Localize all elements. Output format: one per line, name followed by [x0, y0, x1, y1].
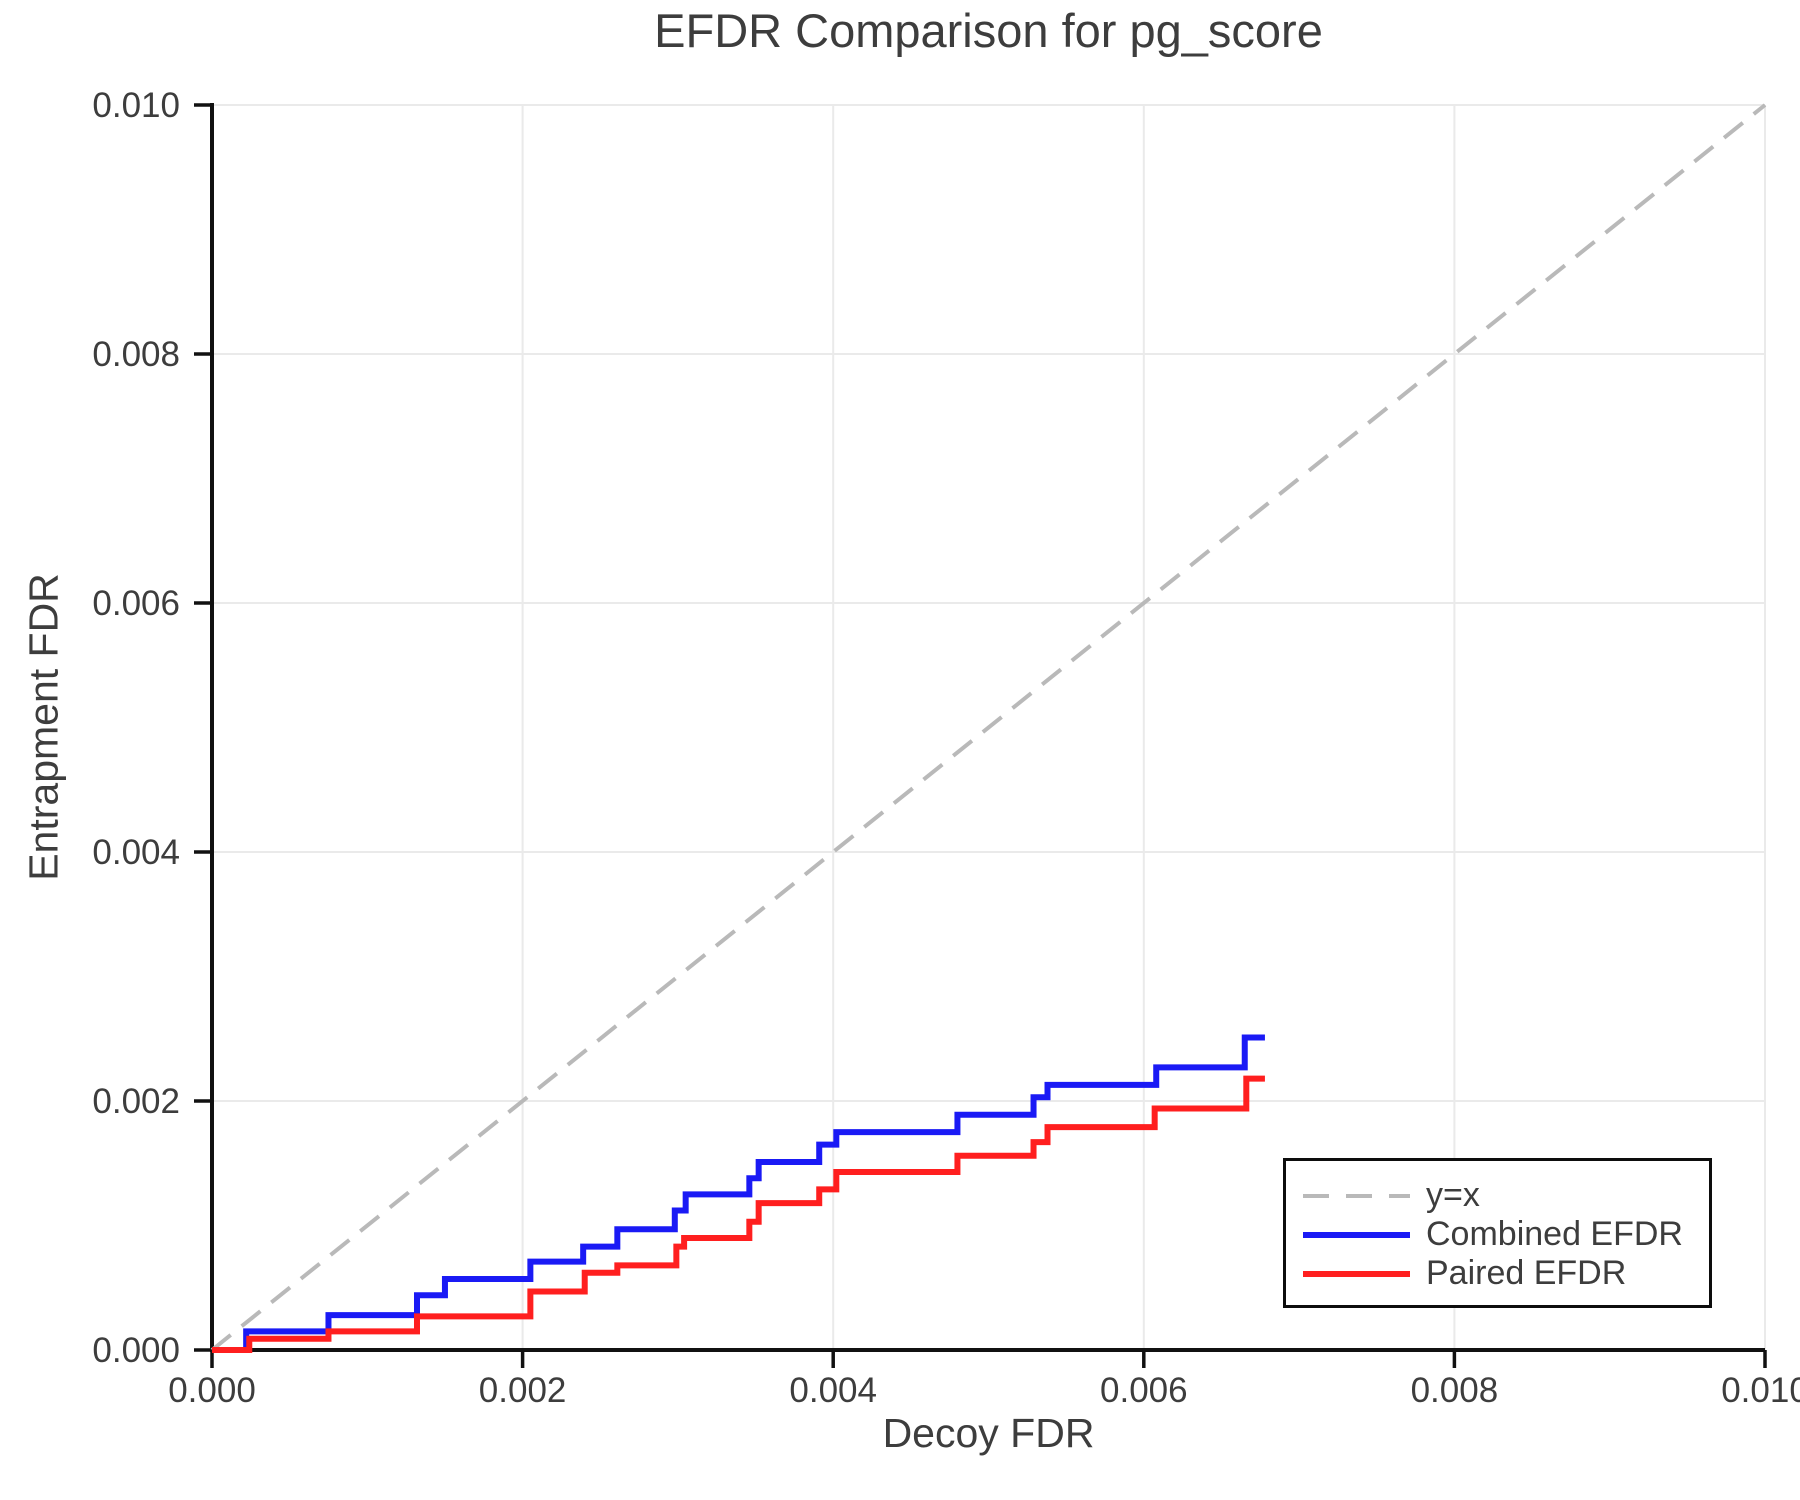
x-tick-label: 0.004	[789, 1371, 877, 1410]
axis-spines	[210, 103, 1765, 1352]
combined-efdr-swatch	[1303, 1231, 1410, 1238]
y-tick-label: 0.000	[92, 1331, 180, 1370]
chart-title: EFDR Comparison for pg_score	[654, 4, 1323, 57]
paired-efdr-line	[212, 1075, 1265, 1353]
combined-efdr-line	[212, 1034, 1265, 1353]
legend-item-identity: y=x	[1286, 1176, 1709, 1215]
legend-item-combined-efdr: Combined EFDR	[1286, 1215, 1709, 1254]
axis-ticks	[194, 103, 1767, 1368]
identity-line-swatch	[1303, 1193, 1410, 1198]
legend-item-paired-efdr: Paired EFDR	[1286, 1254, 1709, 1293]
x-tick-label: 0.010	[1721, 1371, 1800, 1410]
y-axis-label: Entrapment FDR	[20, 573, 67, 881]
legend-box: y=x Combined EFDR Paired EFDR	[1283, 1158, 1712, 1308]
identity-line	[210, 103, 1767, 1352]
y-tick-label: 0.004	[92, 833, 180, 872]
x-tick-label: 0.000	[168, 1371, 256, 1410]
y-tick-labels: 0.000 0.002 0.004 0.006 0.008 0.010	[92, 86, 180, 1370]
y-tick-label: 0.002	[92, 1082, 180, 1121]
x-tick-label: 0.006	[1100, 1371, 1188, 1410]
x-tick-label: 0.002	[479, 1371, 567, 1410]
y-tick-label: 0.006	[92, 584, 180, 623]
paired-efdr-swatch	[1303, 1270, 1410, 1277]
legend-label-identity: y=x	[1426, 1176, 1480, 1214]
x-tick-labels: 0.000 0.002 0.004 0.006 0.008 0.010	[168, 1371, 1800, 1410]
legend-label-combined-efdr: Combined EFDR	[1426, 1215, 1683, 1253]
x-tick-label: 0.008	[1411, 1371, 1499, 1410]
y-tick-label: 0.008	[92, 335, 180, 374]
legend-label-paired-efdr: Paired EFDR	[1426, 1254, 1627, 1292]
y-tick-label: 0.010	[92, 86, 180, 125]
x-axis-label: Decoy FDR	[882, 1410, 1095, 1456]
